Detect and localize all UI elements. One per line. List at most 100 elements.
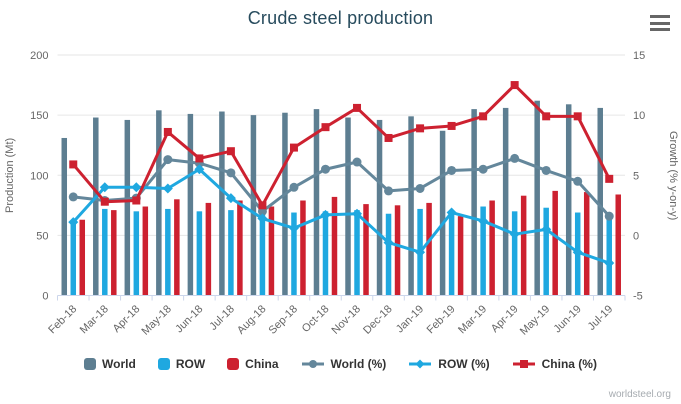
bar-row-jul-18[interactable]: [228, 210, 234, 296]
bar-china-jun-18[interactable]: [205, 202, 212, 296]
legend-item-china[interactable]: China: [227, 357, 279, 371]
bar-world-oct-18[interactable]: [313, 109, 320, 296]
marker-china-jul-19[interactable]: [605, 174, 614, 183]
marker-world-mar-19[interactable]: [478, 164, 488, 174]
bar-china-apr-18[interactable]: [142, 206, 149, 296]
marker-world-jun-19[interactable]: [573, 176, 583, 186]
bar-row-nov-18[interactable]: [354, 210, 360, 296]
marker-row-jul-18[interactable]: [225, 193, 236, 204]
bar-row-feb-19[interactable]: [448, 214, 455, 296]
marker-china-jan-19[interactable]: [416, 124, 425, 133]
marker-china-apr-19[interactable]: [510, 81, 519, 90]
marker-row-dec-18[interactable]: [383, 237, 394, 248]
marker-world-feb-19[interactable]: [447, 165, 457, 175]
bar-china-mar-18[interactable]: [111, 210, 117, 296]
bar-row-jul-19[interactable]: [606, 214, 612, 296]
bar-row-dec-18[interactable]: [385, 213, 392, 296]
marker-world-jul-19[interactable]: [604, 211, 614, 221]
bar-row-may-18[interactable]: [165, 208, 171, 296]
marker-row-jul-19[interactable]: [604, 258, 615, 269]
marker-china-oct-18[interactable]: [321, 123, 330, 132]
bar-world-sep-18[interactable]: [282, 112, 288, 296]
marker-row-mar-19[interactable]: [478, 215, 489, 226]
bar-world-mar-18[interactable]: [93, 117, 99, 296]
bar-row-jun-18[interactable]: [196, 211, 203, 296]
bar-row-apr-18[interactable]: [133, 211, 140, 296]
legend-item-row[interactable]: ROW: [157, 357, 205, 371]
marker-row-feb-19[interactable]: [446, 207, 457, 218]
legend-item-row[interactable]: ROW (%): [408, 357, 490, 371]
context-menu-button[interactable]: [648, 13, 672, 33]
marker-world-jan-19[interactable]: [415, 183, 425, 193]
bar-world-nov-18[interactable]: [345, 117, 351, 296]
bar-world-aug-18[interactable]: [250, 115, 257, 296]
marker-china-sep-18[interactable]: [289, 143, 298, 152]
marker-china-mar-19[interactable]: [479, 112, 488, 121]
marker-world-feb-18[interactable]: [68, 192, 78, 202]
bar-world-jul-19[interactable]: [597, 107, 603, 296]
bar-world-may-18[interactable]: [156, 110, 162, 296]
bar-world-apr-18[interactable]: [124, 119, 131, 296]
bar-china-may-18[interactable]: [174, 199, 180, 296]
bar-china-jan-19[interactable]: [426, 202, 432, 296]
marker-row-may-19[interactable]: [541, 224, 552, 235]
bar-row-oct-18[interactable]: [322, 211, 329, 296]
bar-world-feb-18[interactable]: [61, 137, 68, 296]
marker-china-jun-19[interactable]: [573, 112, 582, 121]
bar-china-jul-19[interactable]: [615, 194, 621, 296]
bar-china-aug-18[interactable]: [268, 206, 275, 296]
marker-world-sep-18[interactable]: [289, 182, 299, 192]
watermark-link[interactable]: worldsteel.org: [608, 389, 671, 400]
marker-row-jun-18[interactable]: [194, 164, 205, 175]
marker-china-aug-18[interactable]: [258, 201, 267, 210]
bar-world-jan-19[interactable]: [408, 116, 414, 296]
bar-china-sep-18[interactable]: [300, 200, 306, 296]
bar-world-feb-19[interactable]: [439, 130, 446, 296]
bar-row-apr-19[interactable]: [511, 211, 518, 296]
marker-row-oct-18[interactable]: [320, 209, 331, 220]
marker-world-apr-19[interactable]: [510, 153, 520, 163]
bar-china-oct-18[interactable]: [331, 196, 338, 296]
bar-china-may-19[interactable]: [552, 190, 558, 296]
marker-row-jan-19[interactable]: [415, 247, 426, 258]
marker-world-dec-18[interactable]: [384, 186, 394, 196]
bar-china-feb-18[interactable]: [79, 219, 86, 296]
marker-china-jul-18[interactable]: [226, 147, 235, 156]
bar-china-jul-18[interactable]: [237, 200, 243, 296]
marker-china-apr-18[interactable]: [132, 196, 141, 205]
marker-world-nov-18[interactable]: [352, 157, 362, 167]
bar-world-mar-19[interactable]: [471, 109, 477, 296]
marker-row-apr-18[interactable]: [131, 182, 142, 193]
marker-row-jun-19[interactable]: [572, 247, 583, 258]
marker-china-nov-18[interactable]: [353, 103, 362, 112]
bar-china-feb-19[interactable]: [457, 216, 464, 296]
marker-row-feb-18[interactable]: [68, 217, 79, 228]
marker-world-may-19[interactable]: [541, 165, 551, 175]
bar-row-sep-18[interactable]: [291, 212, 297, 296]
marker-row-sep-18[interactable]: [288, 223, 299, 234]
bar-china-apr-19[interactable]: [520, 195, 527, 296]
marker-row-nov-18[interactable]: [352, 208, 363, 219]
bar-row-mar-19[interactable]: [480, 206, 486, 296]
legend-item-world[interactable]: World: [84, 357, 136, 371]
bar-world-jun-19[interactable]: [565, 104, 572, 296]
marker-world-oct-18[interactable]: [320, 164, 330, 174]
marker-china-feb-18[interactable]: [69, 160, 78, 169]
marker-china-may-19[interactable]: [542, 112, 551, 121]
bar-china-nov-18[interactable]: [363, 204, 369, 296]
bar-china-dec-18[interactable]: [394, 205, 401, 296]
marker-world-jul-18[interactable]: [226, 168, 236, 178]
marker-row-aug-18[interactable]: [257, 213, 268, 224]
legend-item-china[interactable]: China (%): [512, 357, 597, 371]
bar-row-aug-18[interactable]: [259, 213, 266, 296]
marker-china-dec-18[interactable]: [384, 133, 393, 142]
marker-china-feb-19[interactable]: [447, 121, 456, 130]
marker-china-mar-18[interactable]: [100, 197, 109, 206]
marker-row-mar-18[interactable]: [99, 182, 110, 193]
bar-world-dec-18[interactable]: [376, 119, 383, 296]
marker-china-may-18[interactable]: [163, 127, 172, 136]
bar-world-apr-19[interactable]: [502, 107, 509, 296]
bar-row-mar-18[interactable]: [102, 208, 108, 296]
bar-row-may-19[interactable]: [543, 207, 549, 296]
bar-china-mar-19[interactable]: [489, 200, 495, 296]
